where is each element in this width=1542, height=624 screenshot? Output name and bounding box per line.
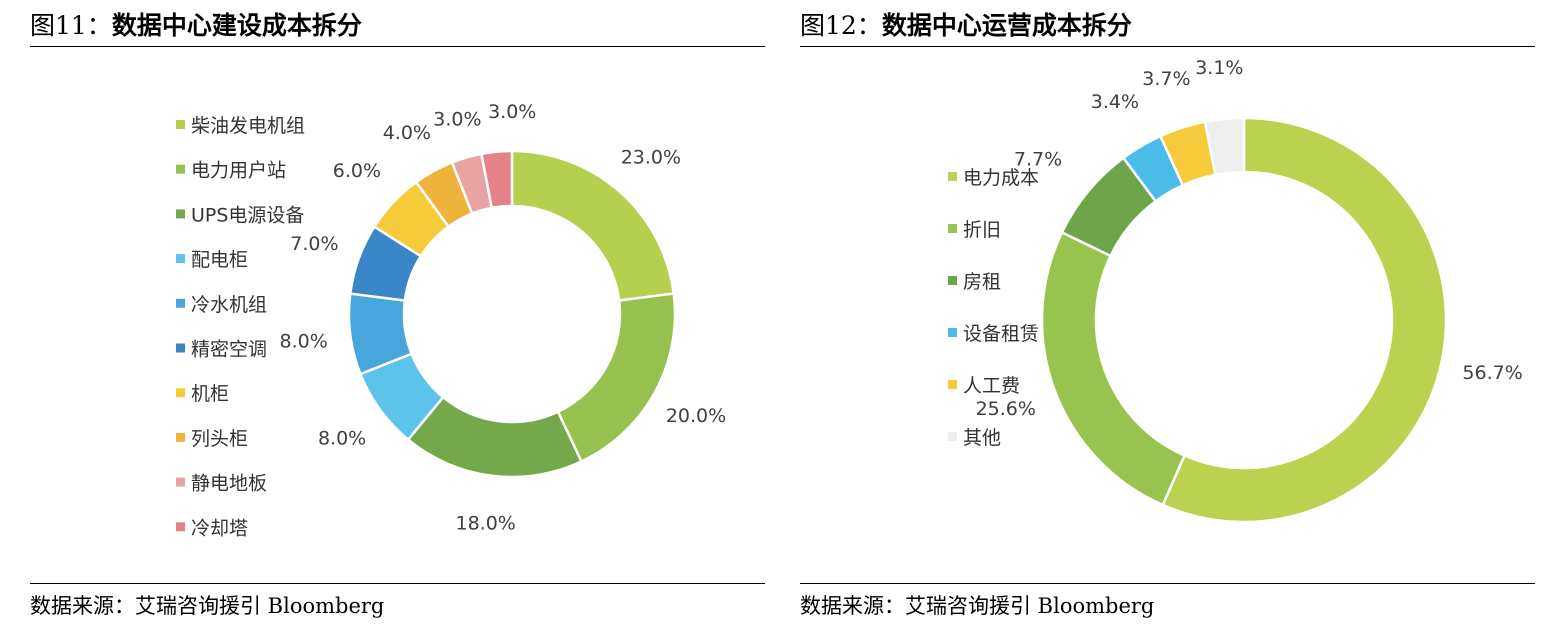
legend-item-2: 电力用户站 <box>176 160 286 182</box>
legend-label: 冷水机组 <box>191 294 267 316</box>
source-note: 数据来源：艾瑞咨询援引 Bloomberg <box>800 594 1155 618</box>
figure-number: 图11： <box>30 11 112 40</box>
data-label-9: 3.0% <box>433 108 481 130</box>
legend-item-2: 折旧 <box>948 219 1001 241</box>
legend-item-1: 电力成本 <box>948 167 1039 189</box>
data-label-1: 56.7% <box>1462 362 1522 384</box>
legend-item-5: 人工费 <box>948 375 1020 397</box>
donut-slices <box>1040 116 1448 524</box>
bottom-rule <box>30 583 765 584</box>
legend-item-7: 机柜 <box>176 383 229 405</box>
data-label-7: 6.0% <box>333 160 381 182</box>
top-rule <box>30 46 765 47</box>
legend-item-4: 配电柜 <box>176 249 248 271</box>
data-label-3: 18.0% <box>456 512 516 534</box>
slice-6 <box>1203 116 1246 177</box>
slice-2 <box>1040 230 1187 507</box>
legend-swatch <box>948 380 957 389</box>
legend-label: 折旧 <box>963 219 1001 241</box>
legend-swatch <box>176 298 185 308</box>
legend-swatch <box>948 432 957 441</box>
legend-item-1: 柴油发电机组 <box>176 115 305 137</box>
legend-swatch <box>176 477 185 487</box>
figure-title-text: 数据中心运营成本拆分 <box>881 11 1132 40</box>
data-label-4: 3.4% <box>1091 91 1139 113</box>
legend-item-9: 静电地板 <box>176 473 267 495</box>
data-label-8: 4.0% <box>383 122 431 144</box>
figure-12: 图12：数据中心运营成本拆分 56.7% 25.6% 7.7% 3.4% 3.7% 3.1… <box>800 0 1535 624</box>
figure-number: 图12： <box>800 11 882 40</box>
data-label-3: 7.7% <box>1014 148 1062 170</box>
legend-label: UPS电源设备 <box>191 204 304 226</box>
data-label-4: 8.0% <box>318 427 366 449</box>
legend-label: 列头柜 <box>191 428 248 450</box>
legend-label: 设备租赁 <box>963 323 1039 345</box>
legend-swatch <box>176 254 185 264</box>
legend-swatch <box>176 209 185 219</box>
legend-label: 电力成本 <box>963 167 1039 189</box>
slice-1 <box>1161 116 1448 524</box>
legend-item-6: 其他 <box>948 427 1001 449</box>
legend-label: 配电柜 <box>191 249 248 271</box>
legend-label: 冷却塔 <box>191 517 248 539</box>
donut-chart-construction-cost: 23.0%20.0%18.0%8.0%8.0%7.0%6.0%4.0%3.0% 3… <box>176 101 727 539</box>
legend-item-3: 房租 <box>948 271 1001 293</box>
data-label-10: 3.0% <box>488 101 536 123</box>
data-label-5: 3.7% <box>1142 68 1190 90</box>
data-label-6: 7.0% <box>290 233 338 255</box>
data-labels: 23.0%20.0%18.0%8.0%8.0%7.0%6.0%4.0%3.0% 3… <box>280 101 727 534</box>
data-label-6: 3.1% <box>1195 60 1243 79</box>
source-note: 数据来源：艾瑞咨询援引 Bloomberg <box>30 594 385 618</box>
legend-label: 柴油发电机组 <box>191 115 305 137</box>
legend-label: 精密空调 <box>191 339 267 361</box>
legend-label: 电力用户站 <box>191 160 286 182</box>
top-rule <box>800 46 1535 47</box>
legend-swatch <box>176 522 185 532</box>
donut-slices <box>347 149 677 479</box>
figure-title: 图11：数据中心建设成本拆分 <box>30 6 362 42</box>
legend-label: 机柜 <box>191 383 229 405</box>
figure-11: 图11：数据中心建设成本拆分 23.0% 20.0% 18.0% 8.0% 8.0% 7.… <box>30 0 765 624</box>
figure-title-text: 数据中心建设成本拆分 <box>111 11 362 40</box>
legend-swatch <box>176 388 185 398</box>
legend-item-3: UPS电源设备 <box>176 204 304 226</box>
legend-swatch <box>948 276 957 285</box>
donut-chart-operating-cost: 56.7% 25.6% 7.7% 3.4%3.7% 3.1% 电力成本折旧房租设备租赁人工… <box>948 60 1523 524</box>
data-label-2: 25.6% <box>976 398 1036 420</box>
legend-item-6: 精密空调 <box>176 339 267 361</box>
data-labels: 56.7% 25.6% 7.7% 3.4%3.7% 3.1% <box>976 60 1523 420</box>
legend-swatch <box>948 224 957 233</box>
legend-label: 其他 <box>963 427 1001 449</box>
legend-item-10: 冷却塔 <box>176 517 248 539</box>
legend-label: 静电地板 <box>191 473 267 495</box>
legend-label: 房租 <box>963 271 1001 293</box>
slice-1 <box>510 149 676 302</box>
legend-swatch <box>948 172 957 181</box>
legend-label: 人工费 <box>963 375 1020 397</box>
bottom-rule <box>800 583 1535 584</box>
data-label-5: 8.0% <box>280 330 328 352</box>
legend-item-4: 设备租赁 <box>948 323 1039 345</box>
legend-item-5: 冷水机组 <box>176 294 267 316</box>
legend-swatch <box>176 164 185 174</box>
legend-swatch <box>948 328 957 337</box>
slice-2 <box>556 292 677 464</box>
data-label-1: 23.0% <box>621 146 681 168</box>
slice-10 <box>479 149 514 210</box>
legend-swatch <box>176 343 185 353</box>
legend-swatch <box>176 432 185 442</box>
legend-swatch <box>176 120 185 129</box>
data-label-2: 20.0% <box>666 405 726 427</box>
legend-item-8: 列头柜 <box>176 428 248 450</box>
figure-title: 图12：数据中心运营成本拆分 <box>800 6 1132 42</box>
